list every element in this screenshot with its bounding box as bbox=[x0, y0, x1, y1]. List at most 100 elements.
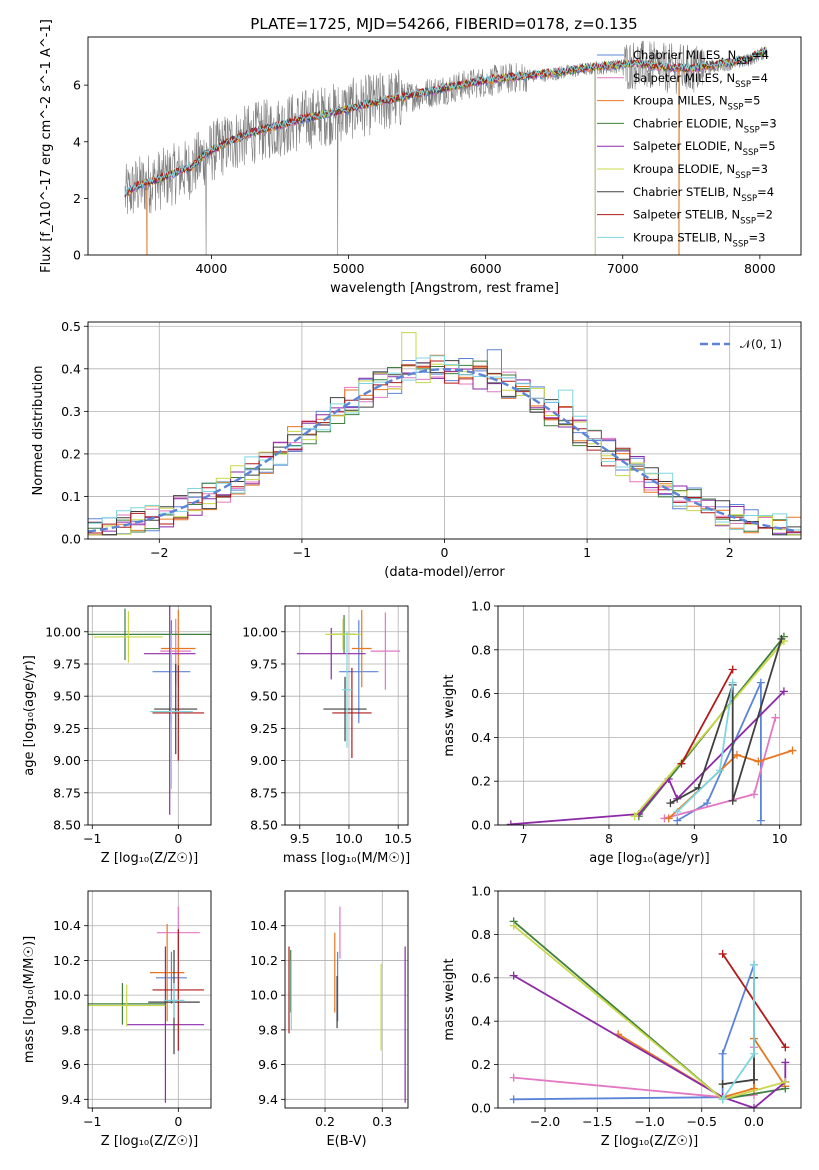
legend-entry: Chabrier STELIB, NSSP=4 bbox=[633, 185, 774, 204]
age_vs_Z-frame bbox=[87, 605, 212, 826]
weight_vs_Z-xtick-label: −0.5 bbox=[687, 1114, 717, 1129]
residuals-xtick-label: 0 bbox=[441, 545, 449, 560]
legend-subscript: SSP bbox=[735, 80, 751, 90]
weight_vs_age-ytick-label: 1.0 bbox=[471, 599, 491, 614]
legend-count: =3 bbox=[760, 116, 777, 130]
spectrum-panel: 4000 5000 6000 7000 8000 0 2 4 6 wavelength [Angs… bbox=[39, 19, 802, 296]
age_vs_Z-ylabel: age [log₁₀(age/yr)] bbox=[22, 655, 37, 776]
mass_vs_EBV-ytick-label: 10.2 bbox=[250, 953, 278, 968]
normal-curve bbox=[88, 368, 799, 533]
age_vs_mass-xlabel: mass [log₁₀(M/M☉)] bbox=[283, 851, 410, 866]
legend-entry: Salpeter MILES, NSSP=4 bbox=[633, 71, 768, 90]
weight_vs_age-ytick-label: 0.4 bbox=[471, 730, 491, 745]
mass_vs_Z-ytick-label: 9.6 bbox=[61, 1057, 81, 1072]
mass_vs_EBV-ytick-label: 10.0 bbox=[250, 988, 278, 1003]
weight-marker bbox=[750, 790, 759, 799]
mass_vs_EBV-ytick-label: 10.4 bbox=[250, 918, 278, 933]
weight-marker bbox=[718, 1080, 727, 1089]
weight_vs_age-xtick-label: 9 bbox=[690, 831, 698, 846]
mass_vs_EBV-plot-area bbox=[288, 906, 406, 1103]
legend-count: =5 bbox=[743, 94, 760, 108]
weight_vs_age-xlabel: age [log₁₀(age/yr)] bbox=[589, 851, 710, 866]
age_vs_mass-ytick-label: 10.00 bbox=[242, 624, 278, 639]
legend-entry: Kroupa STELIB, NSSP=3 bbox=[633, 230, 765, 249]
weight-marker bbox=[779, 687, 788, 696]
age_vs_mass-panel: 9.5 10.0 10.5 8.50 8.75 9.00 9.25 9.50 9.75 10.00… bbox=[242, 605, 412, 866]
age_vs_mass-ytick-label: 8.50 bbox=[250, 818, 278, 833]
spectrum-xtick-label: 6000 bbox=[470, 261, 502, 276]
legend-subscript: SSP bbox=[740, 217, 756, 227]
mass_vs_Z-panel: −1 0 9.4 9.6 9.8 10.0 10.2 10.4 Z [log₁₀(Z/Z☉)] m… bbox=[22, 890, 212, 1149]
weight_vs_Z-ytick-label: 0.8 bbox=[471, 927, 491, 942]
age_vs_mass-ytick-label: 8.75 bbox=[250, 785, 278, 800]
age_vs_mass-xtick-label: 10.0 bbox=[335, 831, 363, 846]
weight-marker bbox=[756, 816, 765, 825]
weight_vs_Z-ytick-label: 0.6 bbox=[471, 970, 491, 985]
weight_vs_Z-grid bbox=[498, 890, 801, 1109]
age_vs_Z-ytick-label: 8.50 bbox=[53, 818, 81, 833]
weight-marker bbox=[728, 796, 737, 805]
residuals-plot-area bbox=[88, 332, 801, 536]
legend-subscript: SSP bbox=[728, 103, 744, 113]
weight-marker bbox=[749, 1104, 758, 1108]
spectrum-plot-area bbox=[124, 40, 768, 255]
age_vs_mass-xtick-label: 10.5 bbox=[384, 831, 412, 846]
age_vs_Z-ytick-label: 9.75 bbox=[53, 656, 81, 671]
weight-line bbox=[676, 682, 734, 813]
weight_vs_Z-panel: −2.0 −1.5 −1.0 −0.5 0.0 0.0 0.2 0.4 0.6 0.8 1.0 Z [… bbox=[442, 884, 802, 1149]
weight-marker bbox=[728, 678, 737, 687]
age_vs_Z-plot-area bbox=[88, 606, 211, 815]
weight-marker bbox=[756, 678, 765, 687]
mass_vs_Z-grid bbox=[88, 891, 211, 1108]
residuals-xtick-label: 2 bbox=[726, 545, 734, 560]
weight_vs_Z-xtick-label: 0.0 bbox=[744, 1114, 764, 1129]
weight-marker bbox=[754, 757, 763, 766]
age_vs_Z-ytick-label: 8.75 bbox=[53, 785, 81, 800]
residuals-ytick-label: 0.5 bbox=[61, 319, 81, 334]
spectrum-xtick-label: 8000 bbox=[744, 261, 776, 276]
mass_vs_Z-ytick-label: 10.4 bbox=[53, 918, 81, 933]
legend-count: =4 bbox=[752, 48, 769, 62]
age_vs_Z-xtick-label: 0 bbox=[174, 831, 182, 846]
weight_vs_age-xtick-label: 10 bbox=[772, 831, 788, 846]
legend-subscript: SSP bbox=[741, 194, 757, 204]
weight-marker bbox=[509, 1095, 518, 1104]
residual-legend: 𝒩(0, 1) bbox=[700, 337, 782, 351]
weight-marker bbox=[509, 1073, 518, 1082]
age_vs_Z-ytick-label: 10.00 bbox=[45, 624, 81, 639]
weight-line bbox=[513, 964, 755, 1101]
weight_vs_age-ytick-label: 0.0 bbox=[471, 818, 491, 833]
weight-marker bbox=[677, 759, 686, 768]
mass_vs_Z-ytick-label: 9.4 bbox=[61, 1092, 81, 1107]
mass_vs_Z-ylabel: mass [log₁₀(M/M☉)] bbox=[22, 936, 37, 1063]
legend-count: =4 bbox=[751, 71, 768, 85]
spectrum-ytick-label: 4 bbox=[73, 134, 81, 149]
spectrum-xlabel: wavelength [Angstrom, rest frame] bbox=[330, 281, 559, 296]
mass_vs_EBV-frame bbox=[284, 890, 409, 1109]
residuals-ytick-label: 0.2 bbox=[61, 446, 81, 461]
model-fit-line bbox=[124, 46, 767, 195]
weight-marker bbox=[777, 634, 786, 643]
model-fit-line bbox=[124, 47, 768, 195]
weight_vs_Z-ytick-label: 0.2 bbox=[471, 1057, 491, 1072]
spectrum-xtick-label: 7000 bbox=[607, 261, 639, 276]
weight_vs_age-frame bbox=[497, 605, 802, 826]
weight-line bbox=[513, 974, 787, 1108]
age_vs_Z-panel: −1 0 8.50 8.75 9.00 9.25 9.50 9.75 10.00 Z [log₁₀… bbox=[22, 605, 212, 866]
weight_vs_age-ytick-label: 0.2 bbox=[471, 774, 491, 789]
weight_vs_age-panel: 7 8 9 10 0.0 0.2 0.4 0.6 0.8 1.0 age [log₁₀(age/yr… bbox=[442, 599, 802, 866]
weight-marker bbox=[509, 971, 518, 980]
mass_vs_EBV-panel: 0.2 0.3 9.4 9.6 9.8 10.0 10.2 10.4 E(B-V) bbox=[250, 890, 409, 1149]
mass_vs_Z-xlabel: Z [log₁₀(Z/Z☉)] bbox=[101, 1134, 198, 1149]
legend-entry: Chabrier ELODIE, NSSP=3 bbox=[633, 116, 777, 135]
age_vs_Z-xlabel: Z [log₁₀(Z/Z☉)] bbox=[101, 851, 198, 866]
residuals-xlabel: (data-model)/error bbox=[384, 565, 505, 580]
age_vs_mass-plot-area bbox=[296, 609, 401, 759]
mass_vs_Z-ytick-label: 10.2 bbox=[53, 953, 81, 968]
weight-marker bbox=[781, 1058, 790, 1067]
weight-line bbox=[510, 690, 785, 825]
legend-count: =2 bbox=[756, 208, 773, 222]
legend-entry: Salpeter ELODIE, NSSP=5 bbox=[633, 139, 776, 158]
legend-subscript: SSP bbox=[735, 171, 751, 181]
legend-subscript: SSP bbox=[736, 57, 752, 67]
